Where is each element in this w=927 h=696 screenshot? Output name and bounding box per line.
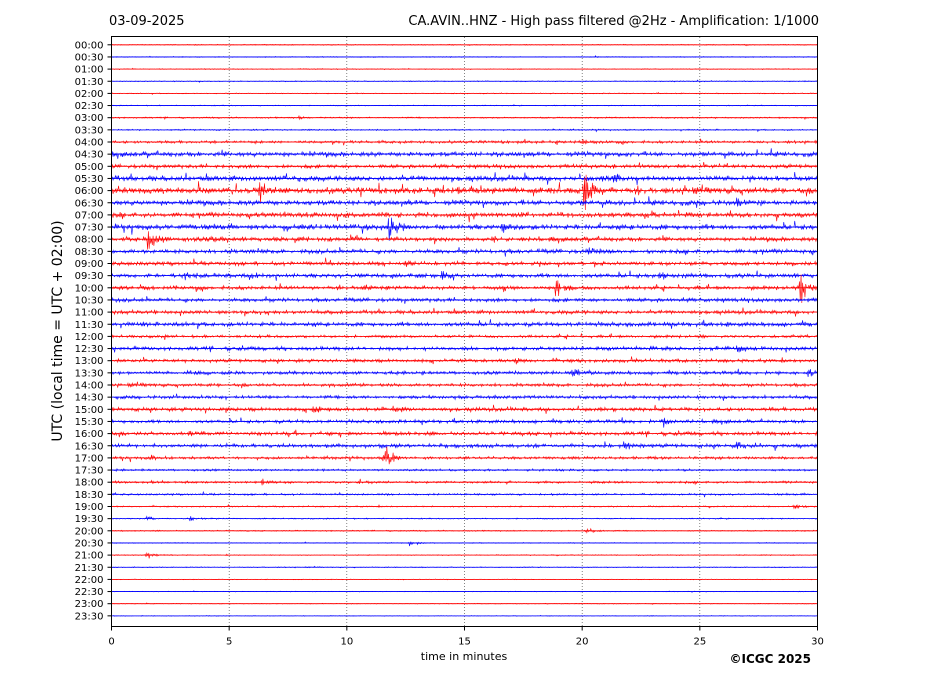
seismic-trace [111, 319, 818, 330]
x-tick-label: 10 [340, 637, 353, 648]
y-tick-label: 06:30 [75, 198, 104, 209]
seismic-trace [111, 381, 818, 389]
y-tick-label: 09:00 [75, 259, 104, 270]
y-tick-label: 18:00 [75, 478, 104, 489]
y-tick-label: 04:30 [75, 150, 104, 161]
seismic-trace [111, 429, 818, 438]
y-tick-label: 02:00 [75, 89, 104, 100]
seismic-trace [111, 161, 818, 171]
y-tick-label: 14:30 [75, 393, 104, 404]
y-tick-label: 01:30 [75, 77, 104, 88]
y-tick-label: 19:30 [75, 514, 104, 525]
y-tick-label: 09:30 [75, 271, 104, 282]
x-tick-label: 15 [458, 637, 471, 648]
trace-group [111, 43, 818, 617]
y-tick-label: 17:30 [75, 466, 104, 477]
x-tick-label: 25 [693, 637, 706, 648]
vertical-grid [228, 37, 701, 627]
x-tick-label: 20 [576, 637, 589, 648]
seismic-trace [111, 490, 818, 498]
seismic-trace [111, 441, 818, 451]
seismic-trace [111, 231, 818, 250]
seismic-trace [111, 345, 818, 353]
y-tick-label: 18:30 [75, 490, 104, 501]
seismic-trace [111, 217, 818, 241]
y-tick-label: 11:30 [75, 320, 104, 331]
y-tick-label: 08:00 [75, 235, 104, 246]
y-tick-label: 15:30 [75, 417, 104, 428]
y-tick-label: 23:00 [75, 599, 104, 610]
y-tick-label: 22:00 [75, 575, 104, 586]
y-tick-label: 03:30 [75, 125, 104, 136]
y-tick-label: 08:30 [75, 247, 104, 258]
y-tick-label: 07:00 [75, 210, 104, 221]
y-tick-label: 10:00 [75, 283, 104, 294]
plot-title: CA.AVIN..HNZ - High pass filtered @2Hz -… [408, 14, 819, 29]
y-tick-label: 23:30 [75, 611, 104, 622]
y-tick-label: 19:00 [75, 502, 104, 513]
y-axis-label: UTC (local time = UTC + 02:00) [50, 220, 66, 441]
seismic-trace [111, 404, 818, 414]
y-tick-label: 05:00 [75, 162, 104, 173]
plot-date: 03-09-2025 [109, 14, 185, 29]
x-axis-label: time in minutes [421, 650, 508, 663]
y-tick-label: 00:00 [75, 40, 104, 51]
seismic-trace [111, 174, 818, 211]
y-tick-label: 05:30 [75, 174, 104, 185]
x-tick-labels: 0 5 10 15 20 25 30 [108, 626, 824, 648]
y-tick-label: 12:30 [75, 344, 104, 355]
y-tick-label: 13:30 [75, 368, 104, 379]
copyright-text: ©ICGC 2025 [729, 652, 811, 666]
y-tick-label: 06:00 [75, 186, 104, 197]
seismic-trace [111, 247, 818, 257]
y-tick-label: 03:00 [75, 113, 104, 124]
y-tick-label: 04:00 [75, 138, 104, 149]
y-tick-label: 11:00 [75, 308, 104, 319]
y-tick-label: 20:00 [75, 526, 104, 537]
y-tick-label: 13:00 [75, 356, 104, 367]
seismic-trace [111, 446, 818, 465]
y-tick-label: 21:30 [75, 563, 104, 574]
seismic-trace [111, 274, 818, 304]
seismic-trace [111, 196, 818, 208]
y-tick-label: 16:30 [75, 441, 104, 452]
y-tick-label: 07:30 [75, 223, 104, 234]
y-tick-label: 16:00 [75, 429, 104, 440]
y-tick-label: 17:00 [75, 453, 104, 464]
y-tick-label: 00:30 [75, 52, 104, 63]
y-tick-label: 12:00 [75, 332, 104, 343]
seismic-trace [111, 356, 818, 365]
x-tick-label: 30 [811, 637, 824, 648]
y-tick-label: 15:00 [75, 405, 104, 416]
y-tick-label: 21:00 [75, 551, 104, 562]
y-tick-label: 22:30 [75, 587, 104, 598]
y-tick-label: 10:30 [75, 295, 104, 306]
seismic-trace [111, 541, 818, 547]
plot-frame [111, 36, 818, 627]
y-tick-label: 02:30 [75, 101, 104, 112]
x-tick-label: 5 [226, 637, 232, 648]
y-tick-label: 20:30 [75, 538, 104, 549]
x-tick-label: 0 [108, 637, 114, 648]
y-tick-label: 01:00 [75, 65, 104, 76]
y-tick-label: 14:00 [75, 381, 104, 392]
